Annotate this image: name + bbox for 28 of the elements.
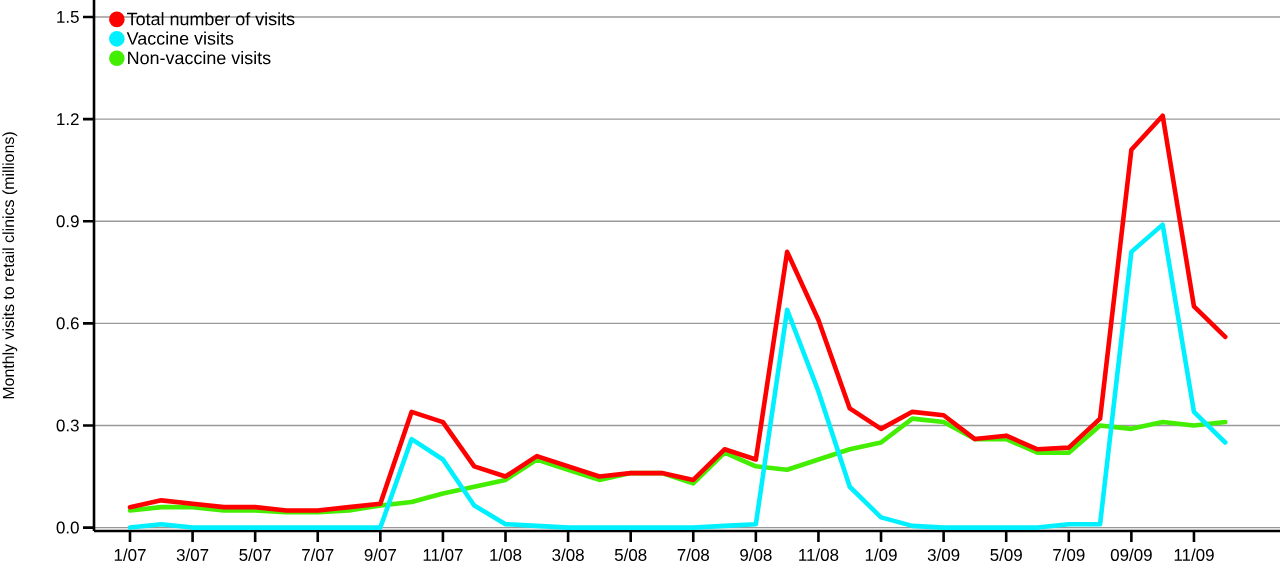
x-tick-label: 9/08 (740, 548, 772, 561)
x-tick-label: 3/08 (552, 548, 584, 561)
y-tick-label: 0.3 (56, 419, 79, 432)
x-tick-label: 7/07 (302, 548, 334, 561)
y-tick-label: 1.2 (57, 113, 79, 126)
legend-label: Total number of visits (127, 12, 295, 26)
y-tick-label: 0.6 (56, 317, 79, 330)
x-tick-label: 1/08 (490, 548, 522, 561)
x-tick-label: 5/07 (239, 548, 271, 561)
y-tick-label: 1.5 (57, 11, 79, 23)
x-tick-label: 11/08 (799, 548, 839, 561)
x-tick-label: 5/08 (614, 548, 647, 561)
x-tick-label: 7/09 (1053, 548, 1085, 561)
x-tick-label: 09/09 (1110, 548, 1152, 561)
x-tick-label: 1/07 (114, 548, 146, 561)
legend-label: Vaccine visits (126, 31, 234, 45)
x-tick-label: 1/09 (865, 548, 897, 561)
x-tick-label: 3/09 (927, 548, 960, 561)
x-tick-label: 7/08 (677, 548, 710, 561)
y-tick-label: 0.0 (56, 521, 79, 534)
x-tick-label: 3/07 (176, 548, 209, 561)
y-tick-label: 0.9 (56, 215, 79, 228)
x-tick-label: 11/09 (1174, 548, 1214, 561)
x-tick-label: 9/07 (364, 548, 396, 561)
legend-label: Non-vaccine visits (128, 51, 271, 65)
x-tick-label: 11/07 (423, 548, 463, 561)
x-tick-label: 5/09 (990, 548, 1022, 561)
y-axis-title: Monthly visits to retail clinics (millions) (2, 132, 18, 399)
